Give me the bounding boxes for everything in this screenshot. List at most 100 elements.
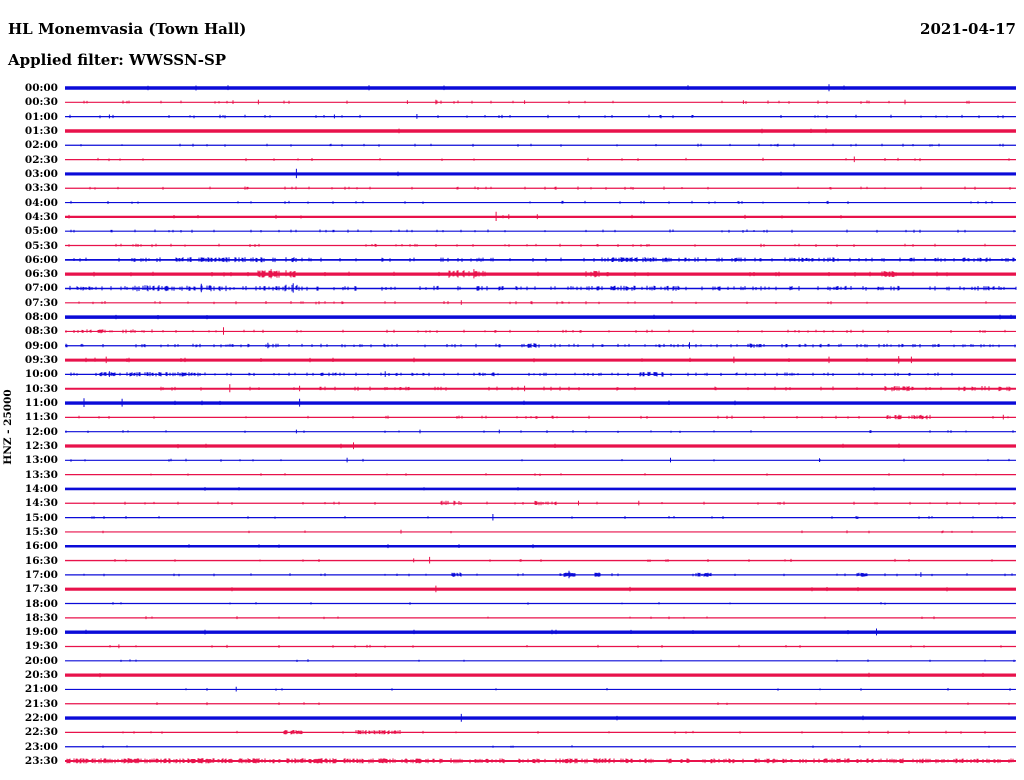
trace-noise-04:30: [68, 211, 842, 221]
trace-time-label: 16:30: [24, 554, 58, 567]
trace-noise-01:30: [398, 128, 827, 134]
trace-time-label: 05:30: [24, 239, 58, 252]
trace-21:00: [65, 686, 1016, 692]
trace-time-label: 00:30: [24, 96, 58, 109]
trace-time-label: 01:30: [24, 124, 58, 137]
trace-04:00: [65, 200, 1016, 204]
trace-07:30: [65, 300, 1016, 305]
trace-11:00: [65, 398, 1016, 407]
trace-noise-12:30: [177, 442, 900, 450]
trace-time-label: 11:00: [24, 397, 58, 410]
trace-time-label: 18:30: [24, 611, 58, 624]
trace-time-label: 06:30: [24, 268, 58, 281]
trace-time-label: 13:30: [24, 468, 58, 481]
trace-noise-00:00: [147, 84, 845, 92]
trace-19:00: [65, 628, 1016, 636]
trace-time-label: 08:30: [24, 325, 58, 338]
trace-time-label: 20:00: [24, 654, 58, 667]
trace-time-label: 12:00: [24, 425, 58, 438]
trace-01:00: [65, 114, 1016, 119]
trace-12:00: [65, 429, 1016, 434]
trace-time-label: 15:00: [24, 511, 58, 524]
trace-18:30: [65, 616, 1016, 620]
trace-noise-10:00: [70, 371, 953, 377]
trace-noise-22:00: [460, 713, 864, 722]
trace-time-label: 07:00: [24, 282, 58, 295]
trace-time-label: 09:00: [24, 339, 58, 352]
trace-time-label: 19:30: [24, 640, 58, 653]
trace-16:30: [65, 556, 1016, 564]
trace-15:30: [65, 529, 1016, 534]
trace-noise-07:30: [78, 300, 987, 305]
trace-time-label: 09:30: [24, 354, 58, 367]
trace-noise-17:30: [231, 585, 948, 593]
trace-time-label: 10:00: [24, 368, 58, 381]
trace-noise-20:30: [99, 672, 984, 678]
trace-time-label: 17:30: [24, 583, 58, 596]
trace-time-label: 11:30: [24, 411, 58, 424]
trace-time-label: 14:00: [24, 482, 58, 495]
trace-23:30: [65, 758, 1016, 764]
trace-14:30: [65, 500, 1016, 506]
trace-noise-16:00: [188, 544, 534, 549]
trace-20:30: [65, 672, 1016, 678]
trace-16:00: [65, 544, 1016, 549]
trace-noise-11:30: [78, 414, 1009, 420]
trace-noise-02:30: [97, 156, 1010, 163]
trace-noise-20:00: [120, 659, 1015, 662]
trace-18:00: [65, 602, 1016, 605]
trace-noise-01:00: [69, 114, 1004, 119]
trace-noise-23:00: [102, 745, 990, 748]
trace-11:30: [65, 414, 1016, 420]
trace-noise-18:00: [112, 602, 886, 605]
trace-19:30: [65, 644, 1016, 649]
trace-noise-15:00: [91, 514, 1003, 521]
page-title: HL Monemvasia (Town Hall): [8, 20, 247, 38]
trace-time-label: 02:00: [24, 139, 58, 152]
trace-21:30: [65, 702, 1016, 706]
trace-noise-14:30: [93, 500, 1015, 506]
trace-noise-11:00: [83, 398, 736, 407]
trace-03:00: [65, 168, 1016, 179]
trace-noise-08:30: [65, 327, 1006, 335]
trace-time-label: 20:30: [24, 669, 58, 682]
trace-05:30: [65, 243, 1016, 248]
trace-22:30: [65, 730, 1016, 735]
filter-label: Applied filter: WWSSN-SP: [8, 51, 227, 69]
trace-22:00: [65, 713, 1016, 722]
trace-time-label: 04:30: [24, 210, 58, 223]
trace-time-label: 19:00: [24, 626, 58, 639]
trace-noise-21:30: [156, 702, 1010, 706]
trace-noise-10:30: [160, 384, 1011, 393]
trace-time-label: 17:00: [24, 568, 58, 581]
trace-05:00: [65, 229, 1016, 233]
trace-noise-19:30: [109, 644, 1002, 649]
trace-noise-18:30: [145, 616, 935, 620]
trace-noise-09:00: [65, 342, 1016, 349]
trace-08:00: [65, 314, 1016, 320]
trace-time-label: 01:00: [24, 110, 58, 123]
trace-noise-19:00: [85, 628, 877, 636]
trace-noise-21:00: [185, 686, 1011, 692]
trace-09:30: [65, 356, 1016, 364]
trace-20:00: [65, 659, 1016, 662]
trace-time-label: 22:00: [24, 712, 58, 725]
trace-noise-03:30: [89, 186, 1011, 190]
trace-noise-04:00: [70, 200, 993, 204]
trace-time-label: 08:00: [24, 311, 58, 324]
trace-17:00: [65, 570, 1016, 579]
trace-time-label: 23:00: [24, 740, 58, 753]
trace-time-label: 05:00: [24, 225, 58, 238]
trace-noise-13:30: [150, 473, 977, 476]
trace-07:00: [65, 283, 1017, 293]
trace-04:30: [65, 211, 1016, 221]
trace-time-label: 06:00: [24, 253, 58, 266]
trace-noise-03:00: [295, 168, 782, 179]
trace-noise-07:00: [69, 283, 1017, 293]
trace-time-label: 18:00: [24, 597, 58, 610]
trace-23:00: [65, 745, 1016, 748]
trace-time-label: 22:30: [24, 726, 58, 739]
trace-time-label: 04:00: [24, 196, 58, 209]
